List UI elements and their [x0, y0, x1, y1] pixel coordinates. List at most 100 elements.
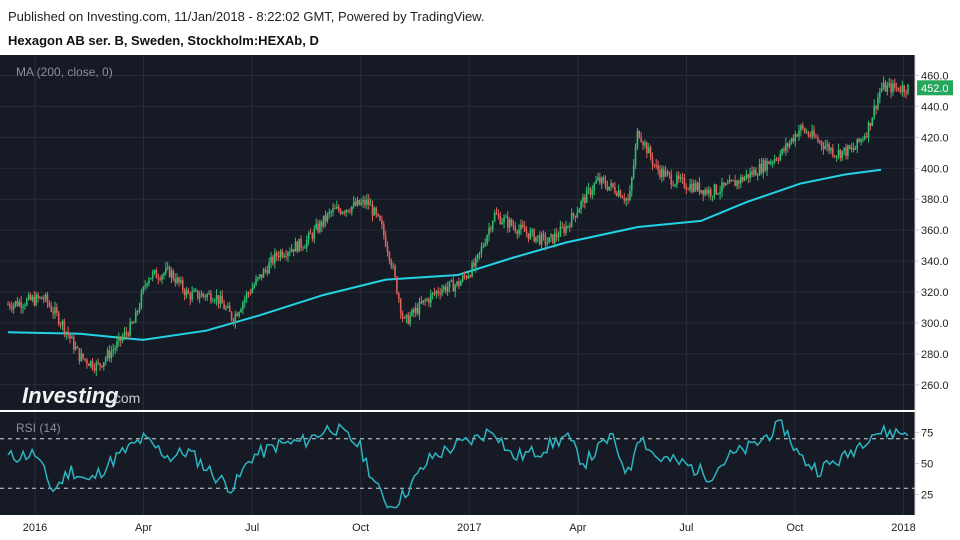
candle-body: [469, 275, 472, 277]
candle-body: [715, 184, 718, 194]
candle-body: [738, 180, 740, 184]
candle-body: [617, 190, 620, 196]
candle-body: [702, 190, 704, 196]
candle-body: [93, 368, 96, 371]
candle-body: [168, 266, 171, 278]
candle-body: [176, 277, 178, 283]
candle-body: [35, 294, 37, 306]
y-tick-label: 400.0: [921, 163, 949, 175]
candle-body: [354, 201, 357, 206]
candle-body: [71, 336, 73, 339]
candle-body: [585, 189, 588, 203]
candle-body: [662, 168, 665, 177]
candle-body: [281, 251, 284, 257]
candle-body: [828, 144, 830, 151]
candle-body: [165, 267, 167, 274]
candle-body: [696, 182, 699, 191]
investing-watermark-brand: Investing: [22, 383, 119, 408]
rsi-tick-label: 50: [921, 459, 933, 471]
candle-body: [600, 177, 603, 184]
candle-body: [890, 83, 892, 93]
candle-body: [760, 163, 763, 173]
candle-body: [668, 172, 671, 175]
candle-body: [835, 156, 838, 158]
candle-body: [50, 306, 53, 312]
candle-body: [843, 147, 845, 151]
ma200-layer: [7, 168, 882, 341]
candle-body: [595, 180, 597, 184]
candle-body: [112, 349, 115, 352]
candle-body: [127, 333, 130, 336]
candle-body: [274, 252, 276, 264]
candle-body: [225, 307, 227, 310]
candle-body: [882, 82, 885, 88]
candle-body: [251, 287, 254, 293]
candle-body: [899, 90, 902, 92]
candle-body: [322, 215, 325, 227]
candle-body: [441, 289, 443, 294]
candle-body: [388, 252, 391, 261]
candle-body: [847, 145, 849, 156]
candle-body: [290, 249, 293, 252]
candle-body: [548, 237, 550, 244]
candle-body: [625, 198, 627, 201]
candle-body: [80, 353, 83, 361]
rsi-indicator-label: RSI (14): [16, 421, 61, 435]
candle-body: [786, 143, 789, 147]
candle-body: [460, 281, 462, 286]
candle-body: [7, 304, 9, 306]
candle-body: [837, 149, 840, 157]
candle-body: [230, 311, 233, 320]
candle-body: [785, 143, 787, 151]
x-tick-label: Jul: [679, 522, 693, 534]
candle-body: [531, 229, 534, 232]
candle-body: [587, 188, 590, 190]
candle-body: [886, 85, 889, 92]
published-caption: Published on Investing.com, 11/Jan/2018 …: [8, 9, 485, 24]
candle-body: [448, 281, 451, 288]
candle-body: [381, 220, 383, 225]
candle-body: [723, 182, 725, 186]
ma200-line: [7, 168, 882, 341]
candle-body: [300, 238, 302, 248]
candle-body: [390, 260, 393, 267]
candle-body: [845, 147, 847, 156]
candle-body: [822, 145, 825, 149]
candle-body: [191, 291, 193, 300]
candle-body: [850, 147, 853, 149]
candle-body: [238, 312, 240, 317]
candle-body: [12, 304, 15, 309]
candle-body: [411, 309, 413, 316]
candle-body: [614, 187, 616, 193]
candle-body: [110, 351, 113, 359]
candle-body: [666, 171, 669, 173]
candle-body: [685, 187, 688, 190]
candle-body: [108, 350, 111, 359]
candle-body: [24, 305, 26, 307]
candle-body: [777, 159, 780, 161]
candle-body: [195, 290, 197, 292]
candle-body: [431, 292, 434, 295]
candle-body: [174, 278, 177, 283]
candle-body: [59, 324, 62, 326]
candle-body: [420, 301, 423, 303]
candle-body: [576, 212, 579, 218]
candle-body: [373, 208, 376, 216]
candle-body: [210, 293, 212, 302]
candle-body: [820, 141, 823, 146]
candle-body: [499, 215, 502, 225]
y-tick-label: 320.0: [921, 287, 949, 299]
candle-body: [537, 235, 539, 237]
rsi-tick-label: 75: [921, 428, 933, 440]
candle-body: [212, 301, 214, 303]
candle-body: [676, 175, 678, 185]
candle-body: [830, 148, 832, 151]
candle-body: [475, 258, 477, 267]
candle-body: [384, 235, 387, 247]
candle-body: [721, 182, 723, 192]
candle-body: [852, 147, 855, 150]
candle-body: [433, 292, 436, 294]
candle-body: [243, 298, 246, 303]
candle-body: [775, 158, 778, 160]
